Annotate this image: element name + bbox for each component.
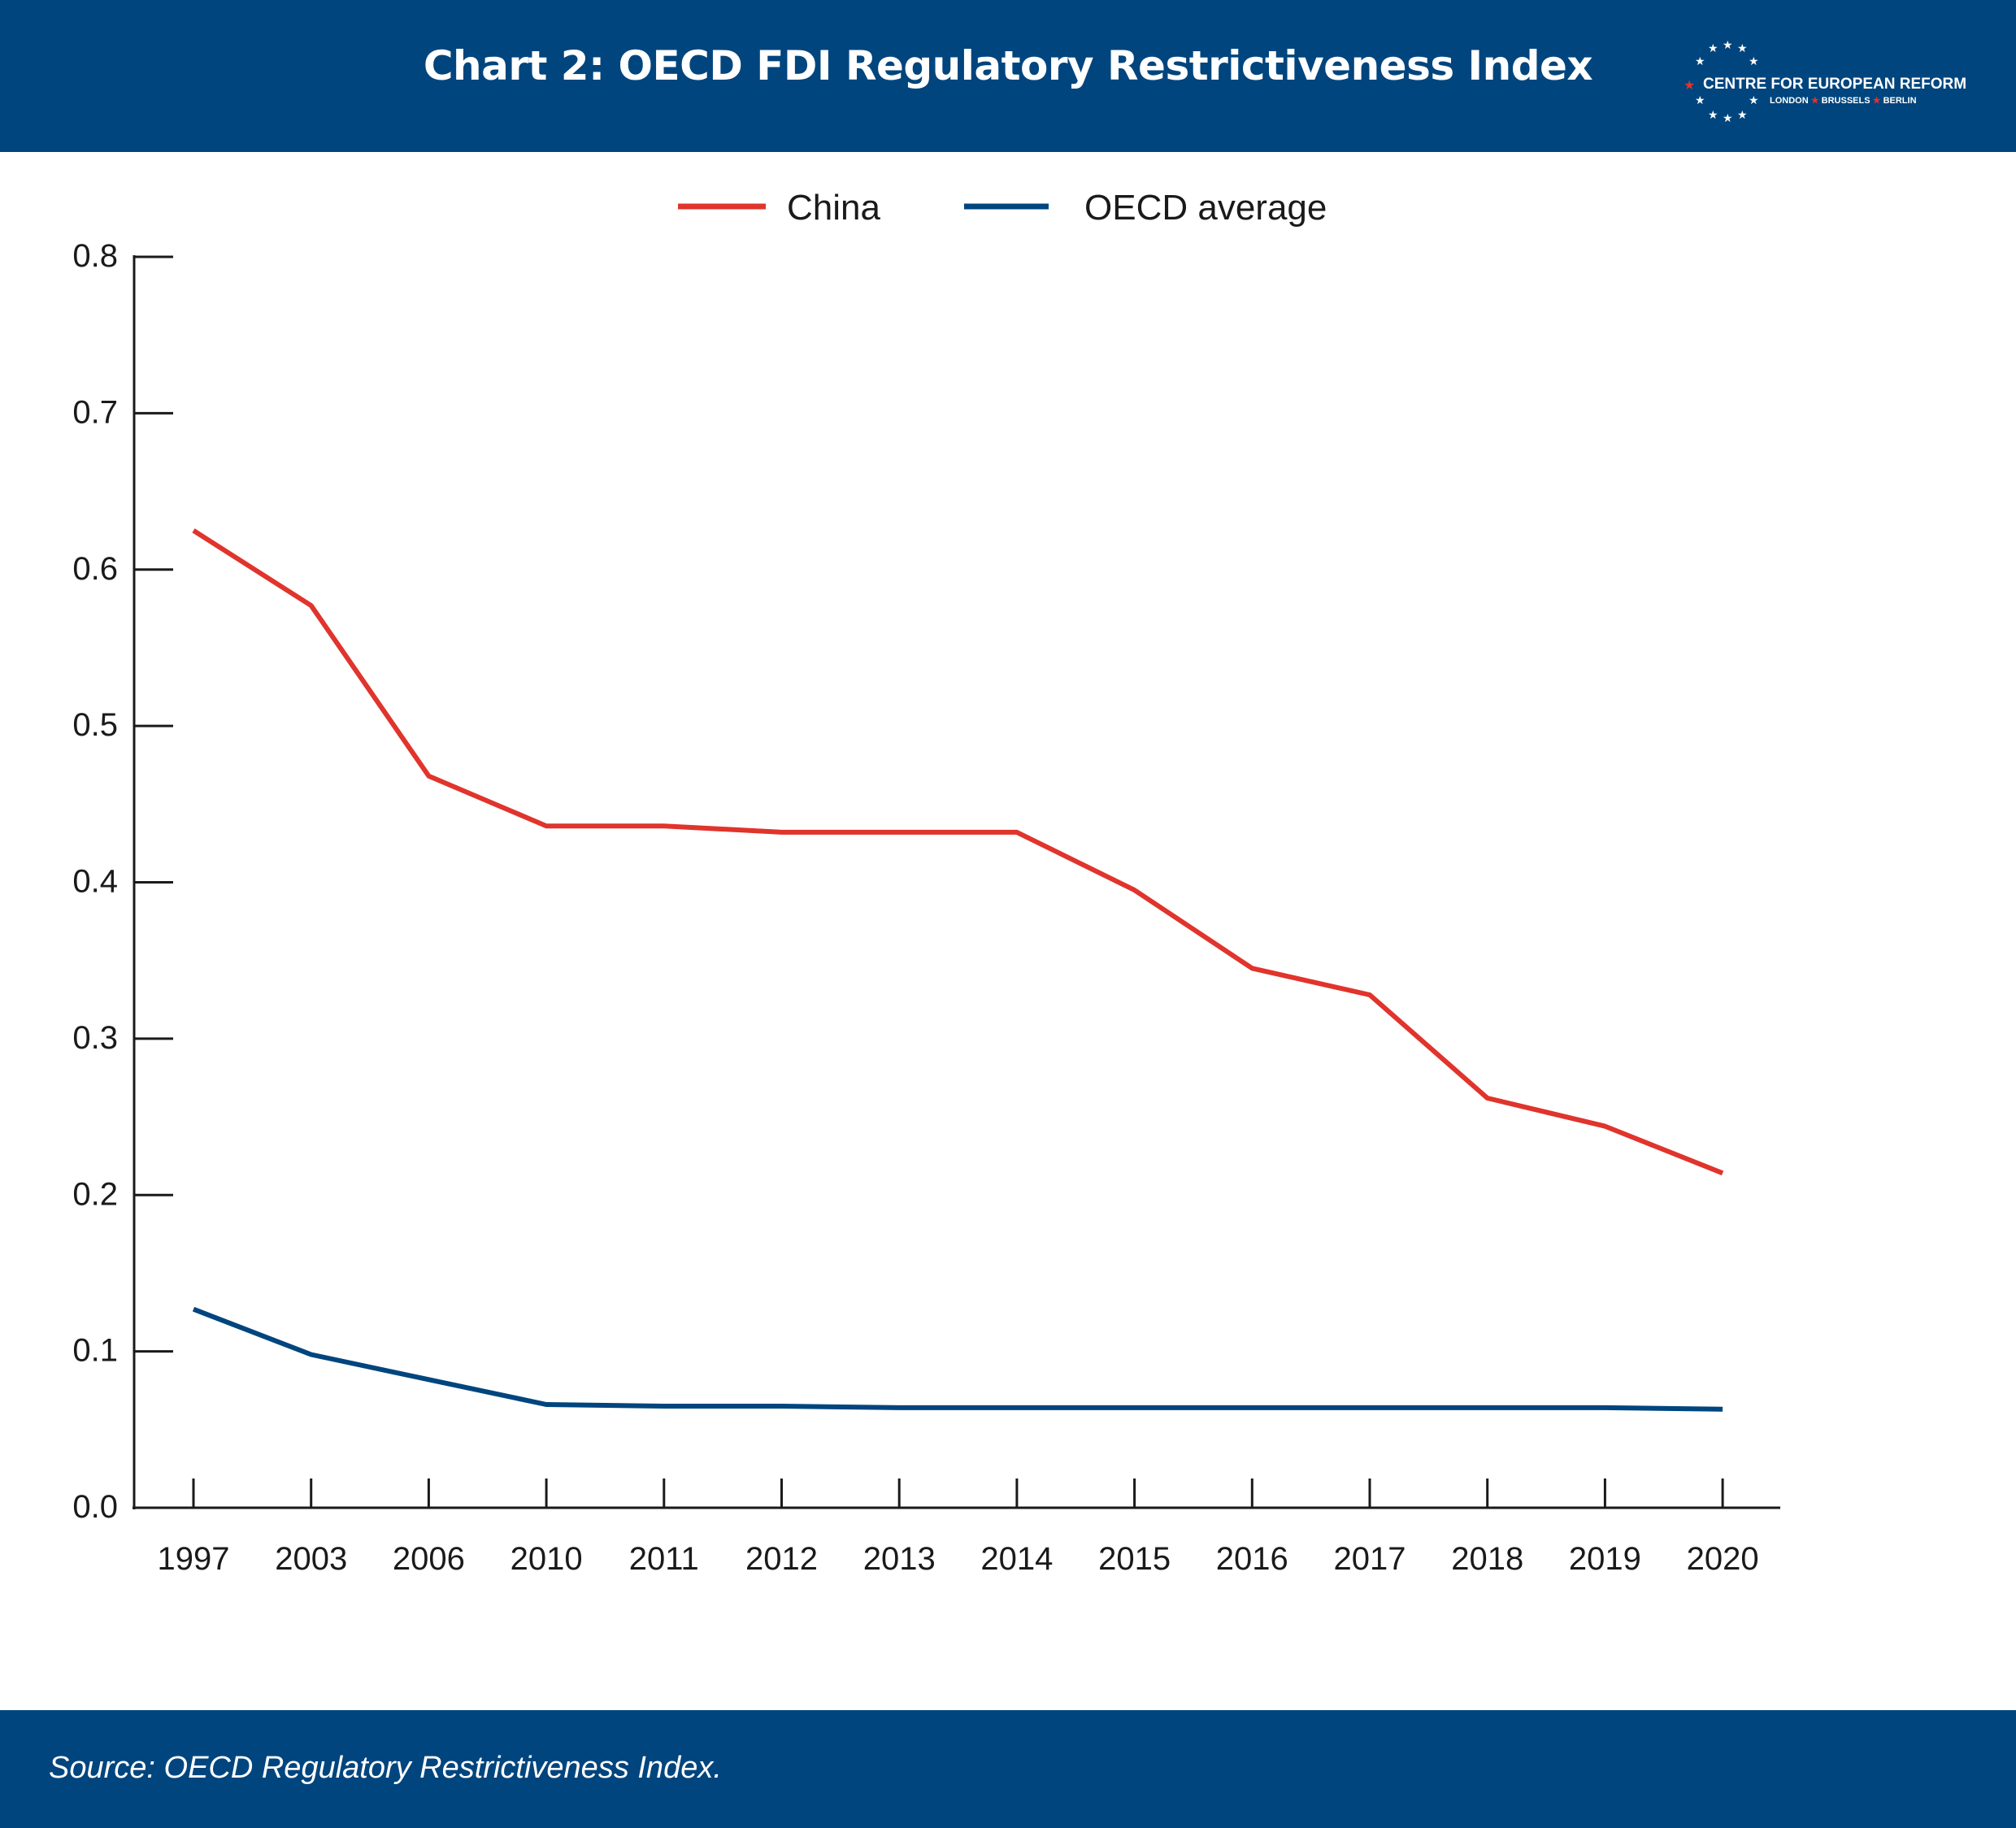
- svg-text:★: ★: [1723, 112, 1733, 125]
- x-tick-label: 2016: [1216, 1541, 1288, 1577]
- x-tick-label: 2012: [745, 1541, 818, 1577]
- y-tick-label: 0.8: [72, 238, 118, 274]
- legend-label: OECD average: [1084, 188, 1327, 228]
- line-chart: China OECD average 0.00.10.20.30.40.50.60…: [72, 188, 1780, 1577]
- x-tick-label: 2018: [1451, 1541, 1523, 1577]
- footer-banner: Source: OECD Regulatory Restrictiveness …: [0, 1710, 2016, 1828]
- legend: China OECD average: [678, 188, 1327, 228]
- x-tick-label: 2014: [980, 1541, 1053, 1577]
- eu-stars-icon: ★ ★ ★ ★ ★ ★ ★ ★ ★ ★ ★: [1684, 41, 1759, 125]
- logo-city-brussels: BRUSSELS: [1821, 96, 1870, 106]
- y-tick-label: 0.6: [72, 551, 118, 587]
- x-tick-label: 2017: [1334, 1541, 1406, 1577]
- series-line-oecd-average: [192, 1306, 1723, 1412]
- city-separator-icon: ★: [1810, 96, 1819, 106]
- svg-text:★: ★: [1695, 94, 1705, 107]
- y-tick-label: 0.0: [72, 1489, 118, 1525]
- y-tick-label: 0.5: [72, 707, 118, 743]
- logo-name: CENTRE FOR EUROPEAN REFORM: [1703, 76, 1967, 93]
- y-tick-label: 0.1: [72, 1333, 118, 1369]
- logo-cities: LONDON ★ BRUSSELS ★ BERLIN: [1770, 95, 1917, 106]
- series-line-china: [192, 528, 1724, 1176]
- axes: 0.0 0.1 0.2 0.3 0.4 0.5 0.6 0.7 0.8 1997 2003 2006 2…: [72, 238, 1780, 1577]
- svg-text:★: ★: [1695, 55, 1705, 68]
- cer-logo: ★ ★ ★ ★ ★ ★ ★ ★ ★ ★ ★ CENTRE FOR EUROPEA…: [1679, 41, 1966, 130]
- svg-text:★: ★: [1723, 41, 1733, 52]
- x-tick-label: 2013: [863, 1541, 936, 1577]
- svg-text:★: ★: [1749, 55, 1759, 68]
- y-tick-label: 0.7: [72, 394, 118, 430]
- svg-text:★: ★: [1708, 42, 1718, 55]
- x-tick-label: 2011: [629, 1541, 699, 1577]
- header-banner: Chart 2: OECD FDI Regulatory Restrictive…: [0, 0, 2016, 152]
- logo-city-berlin: BERLIN: [1883, 96, 1917, 106]
- chart-title: Chart 2: OECD FDI Regulatory Restrictive…: [423, 42, 1593, 89]
- x-tick-label: 2010: [511, 1541, 583, 1577]
- x-tick-label: 2015: [1098, 1541, 1171, 1577]
- svg-text:★: ★: [1749, 94, 1759, 107]
- series-lines: [192, 528, 1724, 1412]
- x-tick-label: 1997: [158, 1541, 230, 1577]
- y-tick-label: 0.3: [72, 1020, 118, 1056]
- source-note: Source: OECD Regulatory Restrictiveness …: [49, 1751, 722, 1785]
- y-tick-label: 0.2: [72, 1176, 118, 1212]
- legend-label: China: [787, 188, 880, 228]
- x-tick-label: 2019: [1569, 1541, 1641, 1577]
- y-tick-label: 0.4: [72, 864, 118, 900]
- x-tick-label: 2003: [275, 1541, 347, 1577]
- city-separator-icon: ★: [1872, 96, 1881, 106]
- logo-city-london: LONDON: [1770, 96, 1809, 106]
- svg-text:★: ★: [1708, 109, 1718, 122]
- svg-text:★: ★: [1737, 109, 1748, 122]
- svg-text:★: ★: [1684, 77, 1695, 93]
- svg-text:★: ★: [1737, 42, 1748, 55]
- x-tick-label: 2020: [1687, 1541, 1759, 1577]
- x-tick-label: 2006: [393, 1541, 465, 1577]
